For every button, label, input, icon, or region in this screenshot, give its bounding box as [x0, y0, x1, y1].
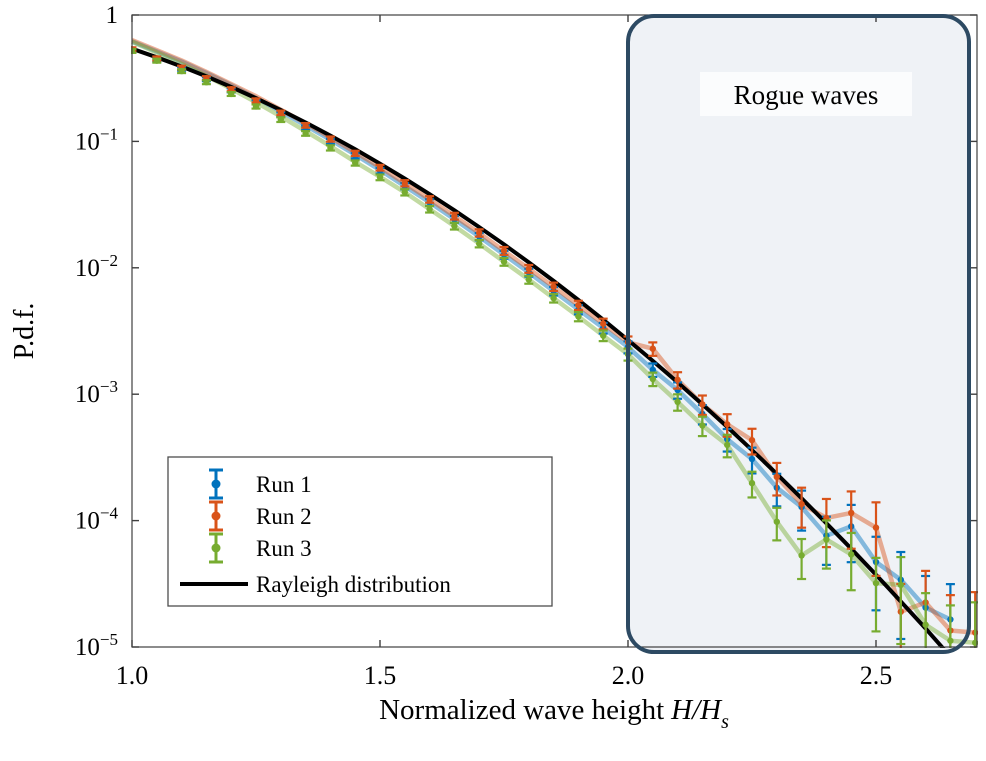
y-tick-label: 10−5: [75, 630, 118, 661]
y-tick-label: 10−2: [75, 251, 118, 282]
legend-glyphs: [180, 468, 248, 586]
rogue-wave-region-fill: [628, 16, 969, 652]
rogue-wave-region: [628, 16, 969, 652]
x-axis-label-subscript: s: [721, 711, 729, 733]
y-tick-labels: 1 10−1 10−2 10−3 10−4 10−5: [75, 2, 119, 661]
y-tick-label: 1: [106, 2, 119, 29]
x-tick-label: 1.5: [364, 661, 397, 690]
x-tick-label: 1.0: [116, 661, 149, 690]
legend-glyph-run-3: [209, 532, 223, 564]
axis-ticks: [131, 14, 977, 648]
annotation-label-background: [700, 72, 912, 116]
legend-label-rayleigh: Rayleigh distribution: [256, 572, 451, 597]
plot-frame: [131, 14, 978, 648]
legend: Run 1 Run 2 Run 3 Rayleigh distribution: [167, 456, 553, 607]
rogue-wave-annotation: Rogue waves: [626, 14, 971, 654]
rogue-wave-region-outline: [626, 14, 971, 654]
y-axis-label: P.d.f.: [9, 303, 40, 360]
x-axis-label: Normalized wave height H/Hs: [379, 694, 729, 733]
legend-label-run-1: Run 1: [256, 472, 312, 497]
rogue-wave-region-border: [626, 14, 971, 654]
y-tick-label: 10−1: [75, 124, 118, 155]
legend-glyph-run-1: [209, 468, 223, 500]
rayleigh-line: [131, 46, 946, 648]
x-tick-label: 2.5: [860, 661, 893, 690]
axes: 1.0 1.5 2.0 2.5 1 10−1 10−2 10−3 10−4 10−5: [75, 2, 978, 690]
y-tick-label: 10−4: [75, 504, 119, 535]
x-tick-label: 2.0: [612, 661, 645, 690]
x-axis-label-math: H/H: [670, 694, 723, 726]
legend-glyph-run-2: [209, 500, 223, 532]
legend-label-run-3: Run 3: [256, 536, 312, 561]
x-tick-labels: 1.0 1.5 2.0 2.5: [116, 661, 893, 690]
annotation-label: Rogue waves: [734, 80, 879, 110]
legend-box: [167, 456, 553, 607]
plot-data: [131, 38, 978, 648]
legend-label-run-2: Run 2: [256, 504, 312, 529]
y-tick-label: 10−3: [75, 377, 118, 408]
